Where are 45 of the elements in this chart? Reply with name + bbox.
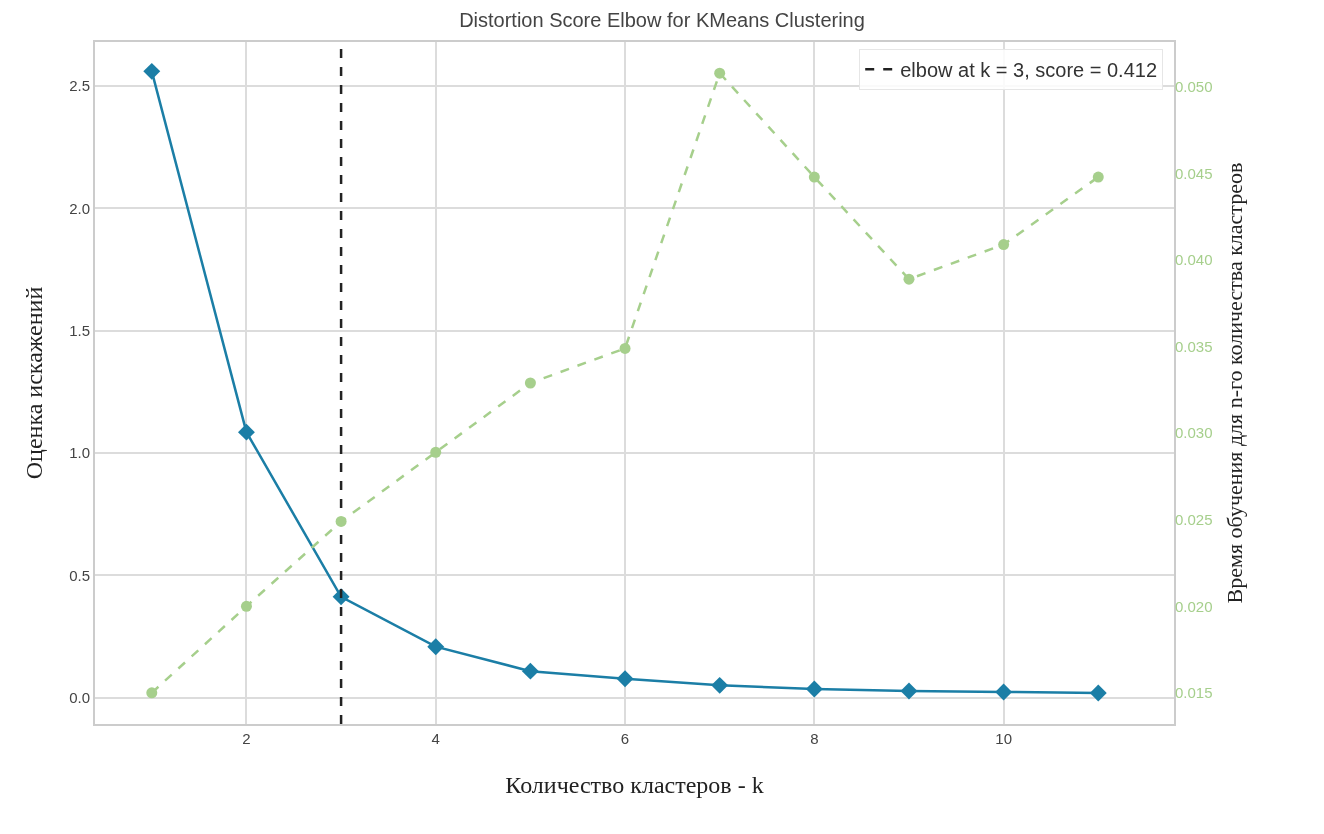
y2-tick-label: 0.035 — [1175, 337, 1213, 355]
point — [240, 600, 252, 612]
y-tick-label: 0.5 — [69, 566, 90, 584]
y-tick-label: 0.0 — [69, 688, 90, 706]
point — [714, 67, 726, 79]
y-axis-title: Оценка искажений — [20, 286, 47, 480]
point — [430, 446, 442, 458]
point — [619, 342, 631, 354]
point — [1089, 684, 1107, 702]
y-tick-label: 2.0 — [69, 199, 90, 217]
ref-line-label: elbow at k = 3, score = 0.412 — [900, 59, 1158, 82]
y2-tick-label: 0.040 — [1175, 251, 1213, 269]
y-tick-label: 1.5 — [69, 321, 90, 339]
chart-title: Distortion Score Elbow for KMeans Clustering — [459, 8, 865, 31]
x-tick-label: 2 — [242, 730, 251, 747]
point — [998, 239, 1010, 251]
y2-tick-label: 0.030 — [1175, 424, 1213, 442]
y2-tick-label: 0.020 — [1175, 597, 1213, 615]
y2-tick-label: 0.045 — [1175, 164, 1213, 182]
point — [1092, 171, 1104, 183]
point — [521, 662, 539, 680]
x-tick-label: 10 — [995, 730, 1012, 747]
y2-tick-label: 0.015 — [1175, 684, 1213, 702]
point — [616, 670, 634, 688]
y2-axis-title: Время обучения для n-го количества кластреов — [1222, 162, 1248, 604]
y2-tick-label: 0.025 — [1175, 511, 1213, 528]
point — [711, 676, 729, 694]
x-axis-title: Количество кластеров - k — [505, 771, 764, 798]
point — [903, 273, 915, 285]
x-tick-label: 6 — [620, 730, 630, 747]
x-tick-label: 8 — [810, 730, 819, 747]
point — [427, 638, 445, 656]
x-tick-label: 4 — [431, 730, 440, 747]
y-tick-label: 1.0 — [69, 444, 90, 462]
point — [805, 680, 823, 698]
y2-tick-label: 0.050 — [1175, 78, 1213, 96]
point — [335, 515, 347, 527]
point — [900, 682, 918, 700]
point — [995, 683, 1013, 701]
point — [808, 171, 820, 183]
point — [524, 377, 536, 389]
y-tick-label: 2.5 — [69, 77, 90, 95]
point — [143, 62, 161, 80]
point — [237, 423, 255, 441]
point — [146, 687, 158, 699]
